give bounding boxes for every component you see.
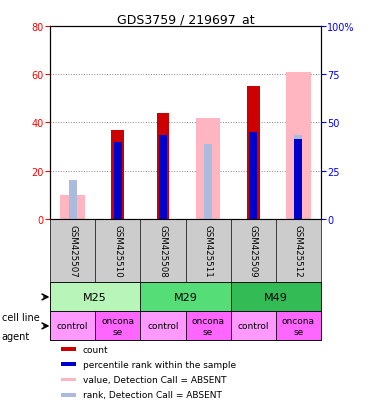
Text: rank, Detection Call = ABSENT: rank, Detection Call = ABSENT [83,390,221,399]
Text: control: control [237,322,269,330]
Bar [140,283,231,312]
Text: oncona
se: oncona se [101,316,134,336]
Bar [61,393,76,397]
Text: count: count [83,345,108,354]
Bar [50,312,95,341]
Bar [140,312,186,341]
Text: GSM425512: GSM425512 [294,225,303,278]
Bar [249,133,257,220]
Bar [231,312,276,341]
Title: GDS3759 / 219697_at: GDS3759 / 219697_at [117,13,254,26]
Text: GSM425510: GSM425510 [113,225,122,278]
Bar [157,114,169,220]
Text: GSM425511: GSM425511 [204,225,213,278]
Text: control: control [57,322,88,330]
Bar [231,283,321,312]
Text: M25: M25 [83,292,107,302]
Text: control: control [147,322,179,330]
Bar [111,131,124,220]
Text: GSM425508: GSM425508 [158,225,167,278]
Bar [61,363,76,366]
Bar [204,145,212,220]
Bar [95,312,140,341]
Bar [114,142,122,220]
Text: GSM425507: GSM425507 [68,225,77,278]
Bar [60,195,85,220]
Text: GSM425509: GSM425509 [249,225,258,278]
Bar [196,119,220,220]
Text: M49: M49 [264,292,288,302]
Bar [294,135,302,220]
Bar [294,140,302,220]
Bar [247,87,260,220]
Bar [286,73,311,220]
Text: cell line: cell line [2,312,40,322]
Text: oncona
se: oncona se [282,316,315,336]
Bar [159,135,167,220]
Text: M29: M29 [174,292,197,302]
Bar [186,312,231,341]
Text: agent: agent [2,332,30,342]
Bar [50,283,140,312]
Bar [61,378,76,382]
Bar [69,181,77,220]
Bar [61,347,76,351]
Text: percentile rank within the sample: percentile rank within the sample [83,360,236,369]
Bar [276,312,321,341]
Text: oncona
se: oncona se [191,316,224,336]
Text: value, Detection Call = ABSENT: value, Detection Call = ABSENT [83,375,226,384]
